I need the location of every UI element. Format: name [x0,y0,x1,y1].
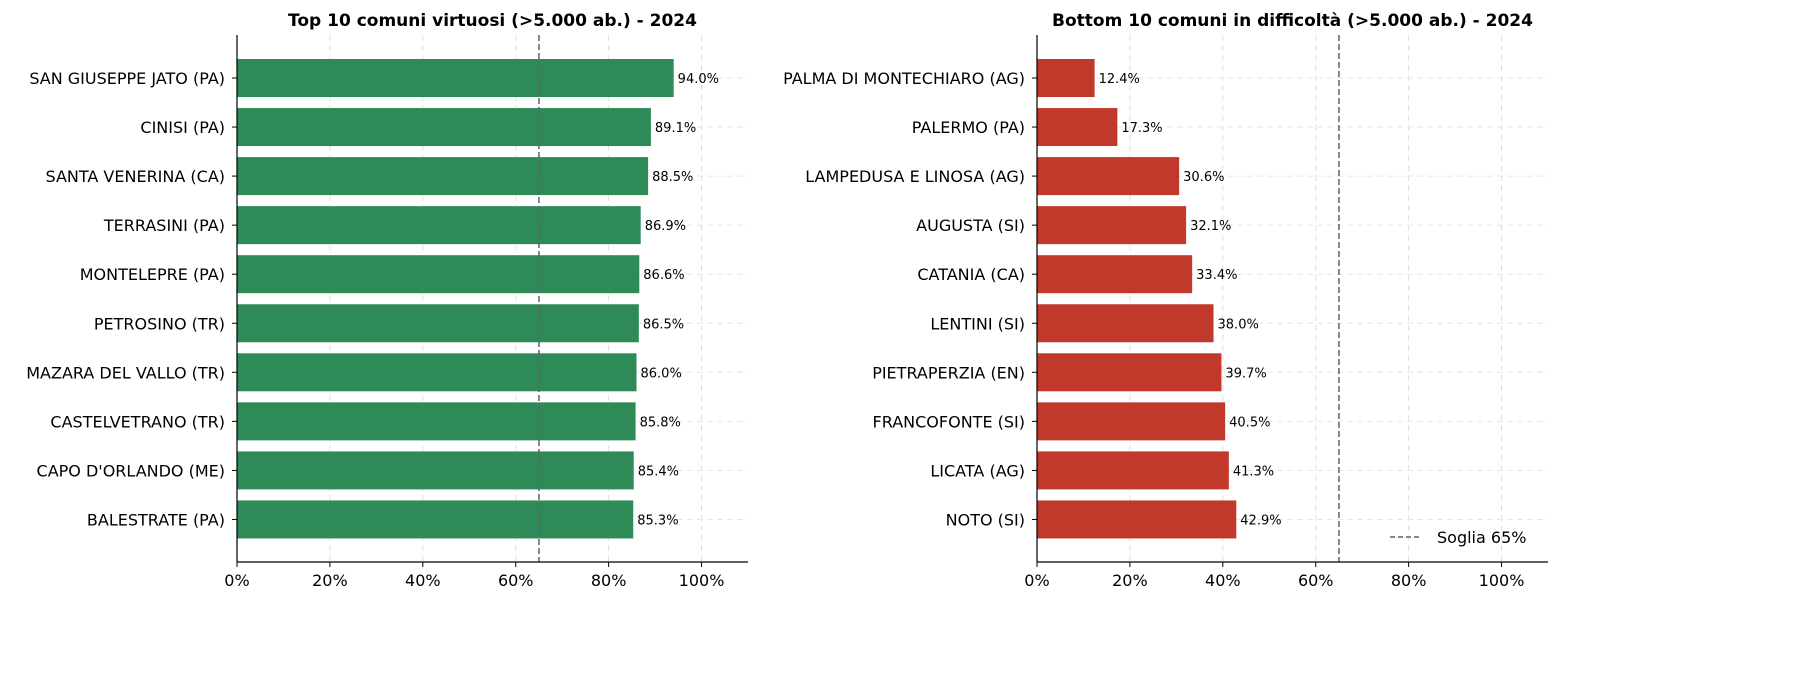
bar [1037,59,1095,97]
x-tick-label: 100% [1479,571,1525,590]
x-tick-label: 20% [1112,571,1148,590]
bar [237,59,674,97]
x-tick-label: 40% [405,571,441,590]
x-tick-label: 60% [498,571,534,590]
category-label: FRANCOFONTE (SI) [873,412,1025,431]
bar [237,157,649,196]
bar [1037,206,1187,245]
category-label: LICATA (AG) [930,461,1025,480]
data-label: 40.5% [1229,415,1270,430]
bar [1037,108,1118,147]
legend-label: Soglia 65% [1437,528,1526,547]
data-label: 41.3% [1233,464,1274,479]
category-label: AUGUSTA (SI) [916,216,1025,235]
category-label: LENTINI (SI) [930,314,1025,333]
data-label: 94.0% [678,72,719,87]
data-label: 85.3% [637,513,678,528]
panel-bottom: 12.4% PALMA DI MONTECHIARO (AG) 17.3% PALER… [783,11,1548,590]
chart-title: Top 10 comuni virtuosi (>5.000 ab.) - 20… [288,11,697,31]
category-label: MAZARA DEL VALLO (TR) [26,363,225,382]
data-label: 86.9% [645,219,686,234]
category-label: PIETRAPERZIA (EN) [872,363,1025,382]
data-label: 42.9% [1240,513,1281,528]
bar [237,206,641,245]
data-label: 86.5% [643,317,684,332]
data-label: 39.7% [1225,366,1266,381]
category-label: CAPO D'ORLANDO (ME) [37,461,225,480]
data-label: 86.0% [641,366,682,381]
data-label: 38.0% [1218,317,1259,332]
category-label: PETROSINO (TR) [94,314,225,333]
bar [1037,402,1226,441]
x-tick-label: 60% [1298,571,1334,590]
category-label: NOTO (SI) [946,510,1025,529]
bar [1037,500,1237,539]
x-tick-label: 40% [1205,571,1241,590]
data-label: 30.6% [1183,170,1224,185]
x-tick-label: 0% [224,571,249,590]
data-label: 17.3% [1121,121,1162,136]
data-label: 32.1% [1190,219,1231,234]
bar [237,108,651,147]
bar [1037,255,1193,294]
category-label: TERRASINI (PA) [103,216,225,235]
category-label: CINISI (PA) [140,118,225,137]
x-tick-label: 0% [1024,571,1049,590]
legend: Soglia 65% [1390,528,1526,547]
category-label: MONTELEPRE (PA) [80,265,225,284]
category-label: CATANIA (CA) [917,265,1025,284]
x-tick-label: 80% [591,571,627,590]
bar [237,255,640,294]
data-label: 88.5% [652,170,693,185]
bar [237,304,639,343]
data-label: 89.1% [655,121,696,136]
bar [237,353,637,392]
data-label: 33.4% [1196,268,1237,283]
category-label: PALMA DI MONTECHIARO (AG) [783,69,1025,88]
bar [1037,304,1214,343]
category-label: SANTA VENERINA (CA) [46,167,226,186]
data-label: 12.4% [1099,72,1140,87]
bar [1037,451,1229,490]
category-label: LAMPEDUSA E LINOSA (AG) [805,167,1025,186]
panel-top: 94.0% SAN GIUSEPPE JATO (PA) 89.1% CINISI (… [26,11,748,590]
category-label: PALERMO (PA) [912,118,1025,137]
x-tick-label: 80% [1391,571,1427,590]
data-label: 85.4% [638,464,679,479]
category-label: BALESTRATE (PA) [87,510,225,529]
category-label: CASTELVETRANO (TR) [50,412,225,431]
chart-title: Bottom 10 comuni in difficoltà (>5.000 a… [1052,11,1533,31]
bar [237,402,636,441]
bar [1037,157,1180,196]
x-tick-label: 20% [312,571,348,590]
data-label: 85.8% [640,415,681,430]
category-label: SAN GIUSEPPE JATO (PA) [29,69,225,88]
data-label: 86.6% [643,268,684,283]
x-tick-label: 100% [679,571,725,590]
bar [237,451,634,490]
bar [1037,353,1222,392]
bar [237,500,634,539]
